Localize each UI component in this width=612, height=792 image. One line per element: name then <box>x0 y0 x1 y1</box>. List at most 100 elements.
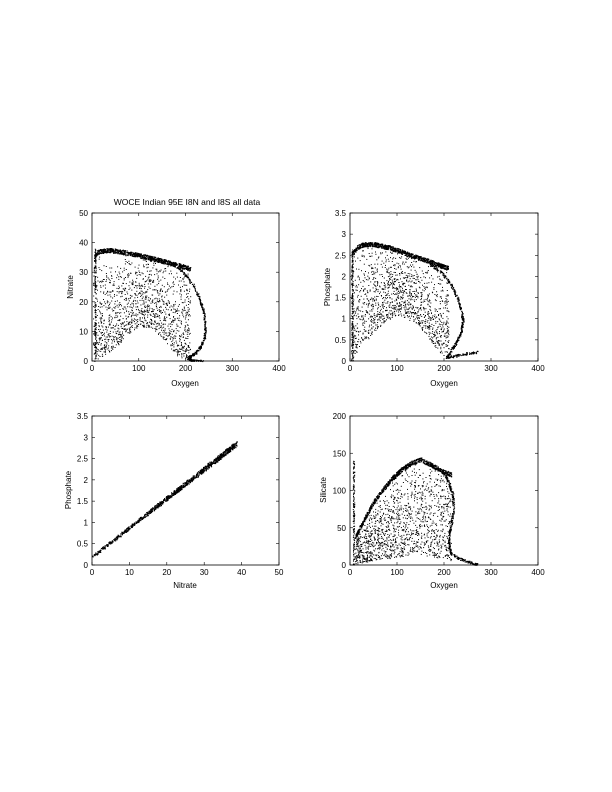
data-point <box>425 319 427 321</box>
data-point <box>405 311 407 313</box>
data-point <box>412 253 414 256</box>
data-point <box>100 280 102 282</box>
data-point <box>401 297 402 299</box>
data-point <box>134 319 136 321</box>
data-point <box>364 338 366 340</box>
data-point <box>128 316 130 318</box>
data-point <box>405 277 407 279</box>
data-point <box>138 293 139 295</box>
data-point <box>407 275 409 277</box>
data-point <box>415 306 417 308</box>
data-point <box>178 266 180 268</box>
data-point <box>408 280 410 282</box>
data-point <box>397 251 399 253</box>
data-point <box>352 357 354 359</box>
data-point <box>144 306 146 308</box>
data-point <box>198 347 200 349</box>
data-point <box>146 326 148 328</box>
data-point <box>371 309 373 311</box>
data-point <box>160 289 162 291</box>
data-point <box>363 289 365 291</box>
data-point <box>116 333 118 335</box>
data-point <box>115 314 117 316</box>
data-point <box>151 274 152 276</box>
data-point <box>106 342 108 344</box>
data-point <box>182 349 184 351</box>
data-point <box>166 332 168 334</box>
data-point <box>384 282 385 284</box>
data-point <box>189 281 191 283</box>
data-point <box>441 344 443 346</box>
data-point <box>402 297 404 299</box>
data-point <box>416 289 417 291</box>
data-point <box>414 257 416 260</box>
data-point <box>183 316 185 318</box>
data-point <box>120 315 122 317</box>
data-point <box>199 345 202 348</box>
data-point <box>431 312 432 314</box>
data-point <box>445 332 447 334</box>
data-point <box>98 322 100 324</box>
data-point <box>405 274 407 276</box>
data-point <box>149 273 151 275</box>
data-point <box>204 325 206 327</box>
data-point <box>120 304 122 305</box>
data-point <box>122 250 124 252</box>
data-point <box>137 255 139 257</box>
data-point <box>114 250 116 252</box>
data-point <box>130 311 132 313</box>
data-point <box>174 318 176 319</box>
data-point <box>178 351 180 353</box>
data-point <box>401 281 403 283</box>
data-point <box>415 282 417 284</box>
data-point <box>435 337 437 339</box>
data-point <box>353 337 355 339</box>
data-point <box>150 314 152 316</box>
data-point <box>359 340 361 342</box>
data-point <box>95 305 97 307</box>
data-point <box>415 312 416 313</box>
data-point <box>159 270 161 272</box>
data-point <box>194 352 197 354</box>
data-point <box>163 270 165 272</box>
data-point <box>392 282 394 284</box>
data-point <box>390 314 392 316</box>
data-point <box>108 349 110 351</box>
data-point <box>98 343 100 345</box>
data-point <box>168 263 170 265</box>
data-point <box>186 347 187 349</box>
data-point <box>459 335 461 337</box>
data-point <box>356 309 357 311</box>
data-point <box>412 264 414 266</box>
data-point <box>117 337 119 339</box>
data-point <box>417 318 419 320</box>
data-point <box>93 267 96 269</box>
data-point <box>371 333 373 335</box>
data-point <box>370 243 372 245</box>
data-point <box>177 305 179 307</box>
data-point <box>381 260 383 262</box>
data-point <box>452 348 454 350</box>
data-point <box>109 302 111 304</box>
data-point <box>395 306 397 308</box>
data-point <box>164 262 166 263</box>
data-point <box>439 303 441 305</box>
data-point <box>448 357 450 359</box>
data-point <box>94 288 96 290</box>
data-point <box>165 308 167 310</box>
data-point <box>366 243 368 245</box>
data-point <box>466 352 468 354</box>
data-point <box>126 324 128 326</box>
data-point <box>94 281 96 283</box>
data-point <box>469 353 471 355</box>
data-point <box>383 282 385 284</box>
data-point <box>376 281 378 282</box>
data-point <box>139 292 141 294</box>
data-point <box>357 327 359 329</box>
data-point <box>379 243 381 246</box>
data-point <box>155 260 157 262</box>
data-point <box>430 318 432 320</box>
tick-marks <box>91 212 280 362</box>
data-point <box>446 316 448 318</box>
data-point <box>174 319 175 321</box>
